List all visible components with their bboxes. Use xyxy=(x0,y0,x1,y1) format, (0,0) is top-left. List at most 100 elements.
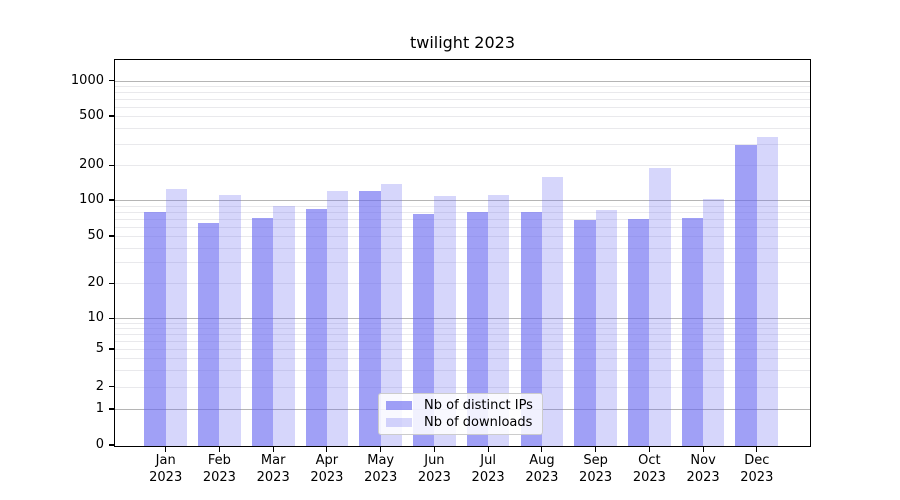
gridline xyxy=(115,98,810,100)
x-tick-label-line: Jul xyxy=(480,453,496,468)
legend-swatch-distinct-ips xyxy=(386,401,412,410)
x-tick-label-line: Feb xyxy=(207,453,231,468)
bar-sep-distinct-ips xyxy=(574,220,596,446)
y-tick-mark xyxy=(109,164,115,166)
y-tick-mark xyxy=(109,235,115,237)
x-tick-label: Dec 2023 xyxy=(729,452,785,486)
y-tick-mark xyxy=(109,317,115,319)
bar-may-distinct-ips xyxy=(359,190,381,446)
x-tick-label-line: Jun xyxy=(424,453,445,468)
y-tick-mark xyxy=(109,386,115,388)
x-tick-label-line: 2023 xyxy=(310,470,344,485)
x-tick-label: Nov 2023 xyxy=(675,452,731,486)
x-tick-label: Mar 2023 xyxy=(245,452,301,486)
gridline xyxy=(115,128,810,129)
x-tick-mark xyxy=(380,446,382,452)
bar-feb-distinct-ips xyxy=(198,223,220,446)
x-tick-label-line: May xyxy=(367,453,395,468)
bar-feb-downloads xyxy=(219,195,241,446)
y-tick-mark xyxy=(109,348,115,350)
legend-item: Nb of downloads xyxy=(386,414,542,431)
x-tick-mark xyxy=(595,446,597,452)
gridline xyxy=(115,218,810,220)
gridline xyxy=(115,323,810,324)
x-tick-label-line: 2023 xyxy=(417,470,451,485)
bar-dec-downloads xyxy=(756,136,779,446)
x-tick-label-line: Sep xyxy=(583,453,608,468)
y-tick-label: 5 xyxy=(95,341,104,356)
y-tick-label: 200 xyxy=(79,157,104,173)
gridline xyxy=(115,86,810,88)
x-tick-mark xyxy=(218,446,220,452)
y-tick-mark xyxy=(109,408,115,410)
legend-label: Nb of distinct IPs xyxy=(424,398,533,413)
x-tick-label: May 2023 xyxy=(353,452,409,486)
bar-jun-downloads xyxy=(434,195,456,446)
y-tick-mark xyxy=(109,199,115,201)
bar-may-downloads xyxy=(380,183,403,446)
x-tick-mark xyxy=(756,446,758,452)
bar-apr-distinct-ips xyxy=(305,209,327,446)
x-tick-mark xyxy=(433,446,435,452)
y-tick-label: 0 xyxy=(95,437,104,452)
gridline xyxy=(115,247,810,249)
gridline xyxy=(115,205,810,207)
x-tick-mark xyxy=(541,446,543,452)
legend-item: Nb of distinct IPs xyxy=(386,397,542,414)
gridline xyxy=(115,262,810,264)
x-tick-mark xyxy=(487,446,489,452)
x-tick-label-line: 2023 xyxy=(579,470,613,485)
x-tick-label: Oct 2023 xyxy=(621,452,677,486)
gridline xyxy=(115,143,810,145)
y-tick-label: 2 xyxy=(95,378,104,394)
bar-mar-downloads xyxy=(273,206,295,446)
bar-oct-distinct-ips xyxy=(628,219,650,446)
legend: Nb of distinct IPs Nb of downloads xyxy=(378,393,543,435)
bar-aug-downloads xyxy=(541,176,564,446)
bar-jun-distinct-ips xyxy=(413,213,435,446)
gridline xyxy=(115,165,810,167)
bar-jul-downloads xyxy=(488,195,510,446)
x-tick-label-line: Apr xyxy=(315,453,339,468)
bar-oct-downloads xyxy=(649,168,671,446)
x-tick-label: Jul 2023 xyxy=(460,452,516,486)
y-tick-mark xyxy=(109,80,115,82)
gridline xyxy=(115,386,810,388)
bar-mar-distinct-ips xyxy=(251,217,274,446)
x-tick-label-line: Aug xyxy=(529,453,555,468)
bar-aug-distinct-ips xyxy=(520,211,542,446)
x-tick-label-line: Dec xyxy=(744,453,770,468)
x-tick-label-line: 2023 xyxy=(202,470,236,485)
gridline xyxy=(115,318,810,320)
gridline xyxy=(115,200,810,201)
gridline xyxy=(115,334,810,336)
bar-dec-distinct-ips xyxy=(735,145,757,446)
y-tick-label: 100 xyxy=(79,192,104,207)
bar-nov-distinct-ips xyxy=(681,217,704,446)
chart-title: twilight 2023 xyxy=(409,33,516,52)
gridline xyxy=(115,370,810,371)
bar-jan-distinct-ips xyxy=(144,211,166,446)
gridline xyxy=(115,226,810,228)
gridline xyxy=(115,328,810,330)
y-tick-label: 1 xyxy=(95,401,104,416)
x-tick-mark xyxy=(702,446,704,452)
gridline xyxy=(115,340,810,342)
x-tick-label-line: 2023 xyxy=(471,470,505,485)
bar-nov-downloads xyxy=(703,199,725,446)
x-tick-label-line: 2023 xyxy=(149,470,183,485)
x-tick-label: Aug 2023 xyxy=(514,452,570,486)
gridline xyxy=(115,236,810,237)
bar-jul-distinct-ips xyxy=(466,211,489,446)
legend-label: Nb of downloads xyxy=(424,415,533,430)
x-tick-label: Sep 2023 xyxy=(568,452,624,486)
y-tick-label: 50 xyxy=(87,228,104,243)
bar-jan-downloads xyxy=(165,189,188,446)
x-tick-mark xyxy=(165,446,167,452)
x-tick-label-line: Jan xyxy=(155,453,176,468)
x-tick-label-line: 2023 xyxy=(364,470,398,485)
x-tick-label-line: 2023 xyxy=(256,470,290,485)
x-tick-label-line: 2023 xyxy=(686,470,720,485)
x-tick-label: Jan 2023 xyxy=(138,452,194,486)
gridline xyxy=(115,92,810,94)
